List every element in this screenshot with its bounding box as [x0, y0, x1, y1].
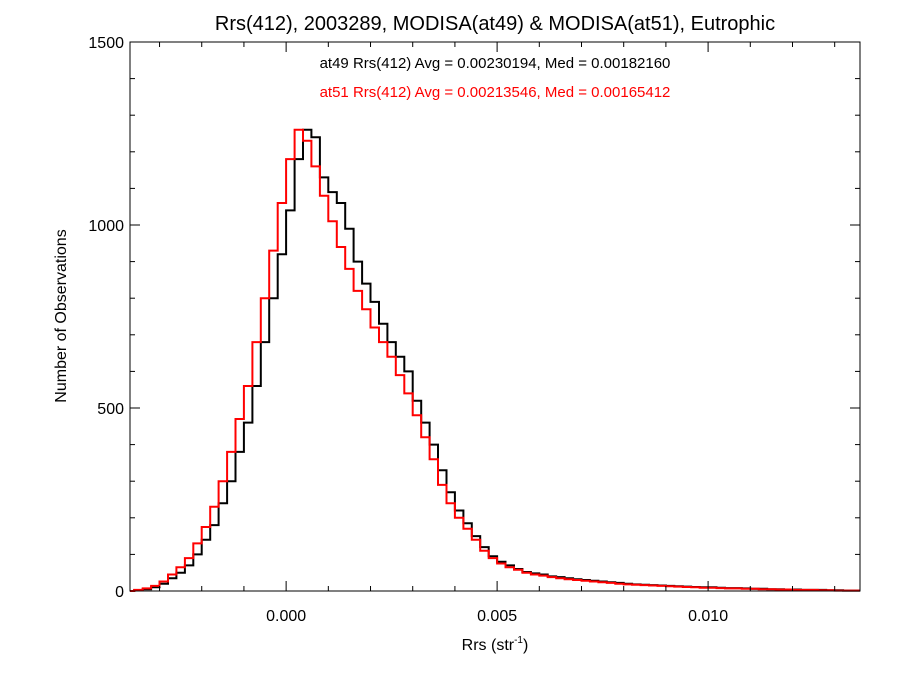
y-tick-label-0: 0 [115, 584, 124, 601]
x-tick-label-2: 0.010 [688, 608, 728, 625]
x-axis-label: Rrs (str-1) [462, 635, 529, 654]
chart-title: Rrs(412), 2003289, MODISA(at49) & MODISA… [215, 13, 775, 35]
y-axis-label: Number of Observations [53, 229, 70, 402]
x-tick-label-0: 0.000 [266, 608, 306, 625]
tick-layer: 0.000 0.005 0.010 0 500 1000 1500 [88, 35, 860, 625]
x-axis-label-main: Rrs (str [462, 637, 515, 654]
plot-frame [129, 41, 861, 592]
series-layer [130, 128, 860, 592]
y-tick-label-1: 500 [97, 401, 124, 418]
x-axis-label-superscript: -1 [514, 635, 523, 646]
x-axis-label-close: ) [523, 637, 528, 654]
series-line-0 [130, 128, 860, 592]
annotation-at51: at51 Rrs(412) Avg = 0.00213546, Med = 0.… [320, 84, 671, 101]
y-tick-label-2: 1000 [88, 218, 124, 235]
x-tick-label-1: 0.005 [477, 608, 517, 625]
y-tick-label-3: 1500 [88, 35, 124, 52]
annotation-at49: at49 Rrs(412) Avg = 0.00230194, Med = 0.… [320, 55, 671, 72]
series-line-1 [130, 128, 860, 592]
